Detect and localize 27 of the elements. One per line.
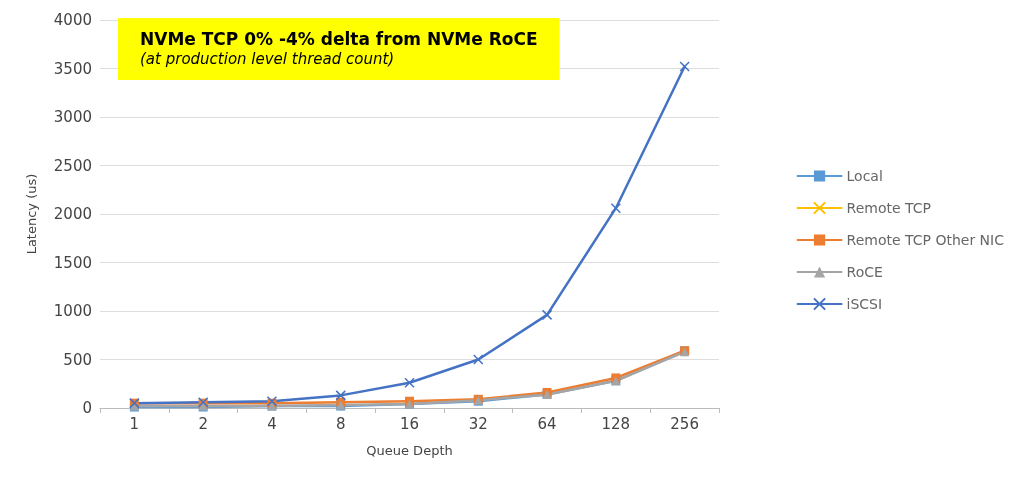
y-tick-label: 1500	[53, 253, 92, 272]
legend-label: RoCE	[846, 264, 883, 280]
y-tick-label: 500	[63, 350, 92, 369]
x-tick-label: 32	[468, 414, 488, 433]
y-tick-label: 0	[82, 399, 92, 417]
y-tick-label: 3000	[53, 108, 92, 126]
y-tick-label: 1000	[53, 302, 92, 320]
legend-label: iSCSI	[846, 296, 883, 312]
x-tick-label: 8	[335, 414, 346, 433]
y-tick-label: 2500	[53, 156, 92, 175]
y-tick-label: 3500	[53, 59, 92, 78]
x-tick-label: 256	[670, 414, 699, 433]
x-tick-label: 64	[537, 414, 557, 433]
x-tick-label: 1	[129, 414, 140, 433]
legend-label: Local	[846, 168, 883, 184]
y-axis-title: Latency (us)	[24, 173, 39, 255]
x-axis-title: Queue Depth	[366, 443, 453, 458]
legend-label: Remote TCP	[846, 200, 931, 216]
text: (at production level thread count)	[140, 49, 395, 68]
x-tick-label: 16	[399, 414, 420, 433]
x-tick-label: 4	[267, 414, 277, 433]
y-tick-label: 2000	[53, 205, 92, 223]
x-tick-label: 2	[198, 414, 208, 433]
y-tick-label: 4000	[53, 11, 92, 29]
x-tick-label: 128	[601, 414, 631, 433]
legend-label: Remote TCP Other NIC	[846, 232, 1005, 248]
text: NVMe TCP 0% -4% delta from NVMe RoCE	[140, 28, 538, 49]
